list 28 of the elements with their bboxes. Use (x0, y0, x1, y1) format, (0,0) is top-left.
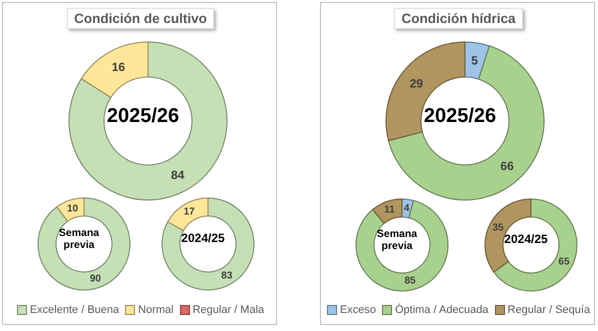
data-label: 11 (384, 204, 396, 216)
data-label: 29 (410, 76, 424, 90)
data-label: 5 (471, 53, 478, 68)
chart-title: Condición de cultivo (67, 8, 214, 29)
slice-label: 2024/25 (181, 231, 225, 246)
slice-label: 2025/26 (106, 104, 180, 126)
chart-title: Condición hídrica (394, 8, 522, 29)
legend-label: Óptima / Adecuada (394, 304, 489, 316)
data-label: 17 (184, 206, 196, 218)
slice-label: Semana previa (376, 228, 418, 252)
legend-label: Regular / Sequía (508, 304, 590, 316)
slice-label: Semana previa (58, 226, 100, 251)
data-label: 35 (492, 222, 504, 234)
slice-label: 2024/25 (504, 232, 548, 246)
data-label: 4 (404, 202, 410, 214)
data-label: 16 (112, 60, 126, 74)
legend-label: Exceso (340, 304, 376, 316)
slice-label: 2025/26 (424, 104, 496, 126)
data-label: 85 (404, 276, 416, 287)
data-label: 84 (170, 168, 185, 182)
legend-label: Regular / Mala (192, 304, 264, 316)
data-label: 66 (500, 158, 514, 173)
data-label: 10 (67, 203, 79, 214)
data-label: 65 (558, 256, 570, 268)
data-label: 83 (221, 270, 233, 282)
data-label: 90 (90, 274, 102, 285)
legend-label: Excelente / Buena (30, 304, 120, 316)
legend-label: Normal (138, 304, 174, 316)
